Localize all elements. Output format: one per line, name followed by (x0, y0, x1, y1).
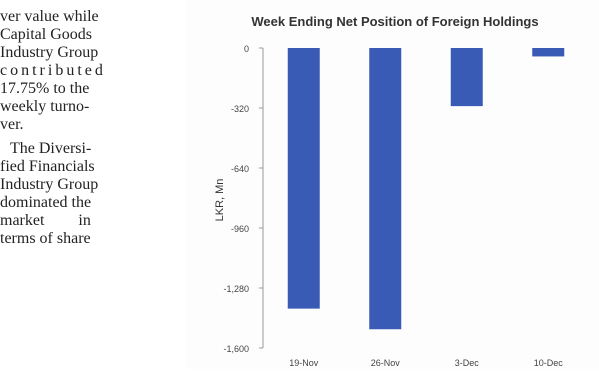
y-tick-label: -1,600 (223, 344, 249, 354)
chart-panel: Week Ending Net Position of Foreign Hold… (185, 0, 599, 369)
bar-19-nov (288, 48, 320, 309)
article-line: fied Financials (0, 158, 185, 176)
chart-title: Week Ending Net Position of Foreign Hold… (251, 14, 538, 29)
article-line: market in (0, 212, 185, 230)
article-line: 17.75% to the (0, 80, 185, 98)
article-line: The Diversi- (0, 140, 185, 158)
x-tick-label: 10-Dec (534, 358, 564, 368)
x-tick-label: 19-Nov (289, 358, 319, 368)
x-tick-label: 26-Nov (371, 358, 401, 368)
bar-chart: Week Ending Net Position of Foreign Hold… (185, 0, 599, 369)
article-line: weekly turno- (0, 98, 185, 116)
x-tick-label: 3-Dec (455, 358, 480, 368)
y-tick-label: -640 (231, 164, 249, 174)
article-line: Capital Goods (0, 26, 185, 44)
y-axis-label: LKR, Mn (214, 179, 226, 222)
article-line: Industry Group (0, 44, 185, 62)
article-line: dominated the (0, 194, 185, 212)
article-line: ver. (0, 116, 185, 134)
y-tick-label: -1,280 (223, 284, 249, 294)
bar-10-dec (532, 48, 564, 56)
article-line: contributed (0, 62, 185, 80)
x-ticks: 19-Nov 26-Nov 3-Dec 10-Dec (289, 358, 563, 368)
article-text-column: ver value while Capital Goods Industry G… (0, 0, 185, 369)
y-ticks: 0 -320 -640 -960 -1,280 -1,600 (223, 44, 263, 354)
article-line: terms of share (0, 230, 185, 248)
article-line: ver value while (0, 8, 185, 26)
y-tick-label: -320 (231, 104, 249, 114)
bars (288, 48, 565, 329)
bar-3-dec (451, 48, 483, 106)
y-tick-label: -960 (231, 224, 249, 234)
bar-26-nov (369, 48, 401, 329)
y-tick-label: 0 (244, 44, 249, 54)
article-line: Industry Group (0, 176, 185, 194)
